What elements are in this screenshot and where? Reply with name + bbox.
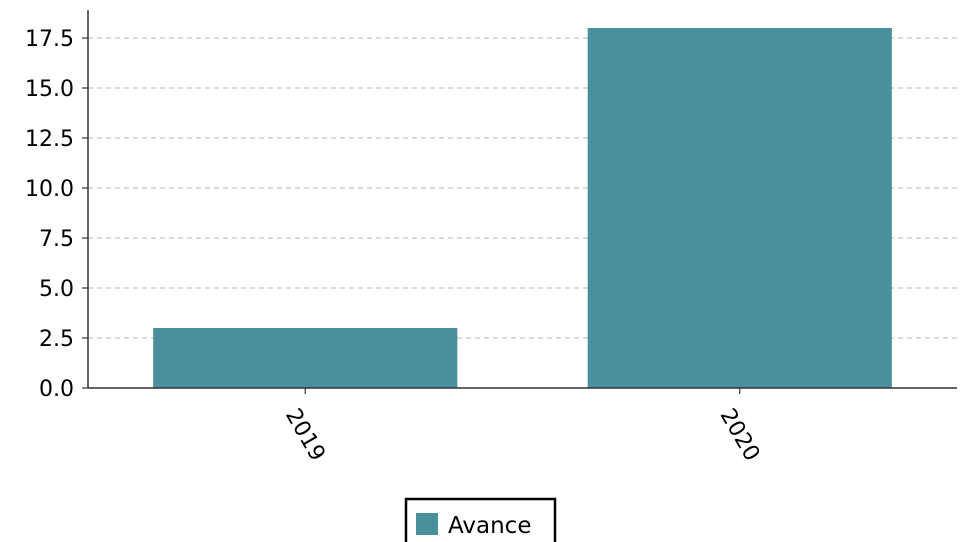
bar-2020 — [587, 28, 892, 388]
x-tick-label-2019: 2019 — [280, 405, 330, 466]
x-tick-label-2020: 2020 — [715, 405, 765, 466]
y-tick-label: 10.0 — [25, 177, 74, 202]
y-tick-label: 5.0 — [39, 277, 74, 302]
y-tick-label: 17.5 — [25, 27, 74, 52]
legend: Avance — [404, 497, 557, 542]
y-tick-label: 0.0 — [39, 377, 74, 402]
y-tick-label: 2.5 — [39, 327, 74, 352]
legend-swatch — [416, 513, 438, 535]
axes — [82, 10, 957, 394]
bars — [153, 28, 892, 388]
y-tick-label: 15.0 — [25, 77, 74, 102]
bar-2019 — [153, 328, 458, 388]
y-tick-label: 12.5 — [25, 127, 74, 152]
y-tick-label: 7.5 — [39, 227, 74, 252]
legend-label: Avance — [448, 513, 531, 539]
